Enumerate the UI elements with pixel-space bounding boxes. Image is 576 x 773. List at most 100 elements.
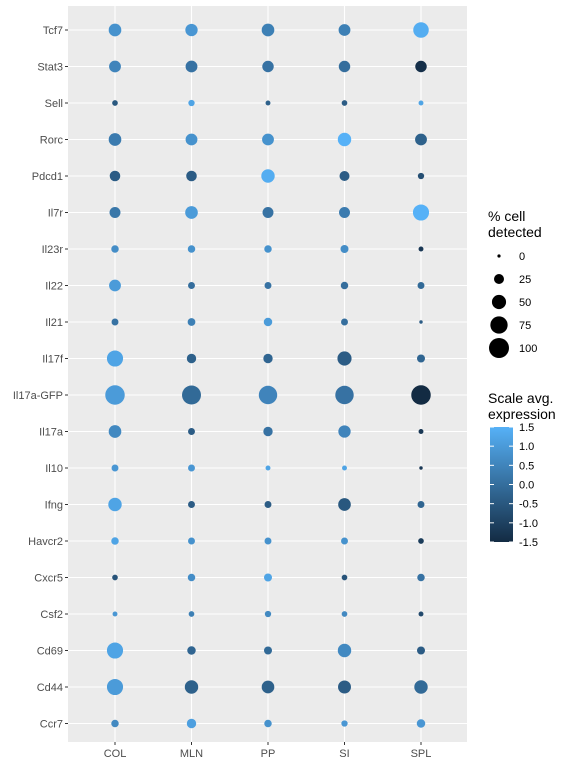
- dot-cd44-spl: [414, 680, 428, 694]
- size-legend-label: 0: [519, 251, 525, 263]
- dot-cd69-si: [337, 643, 352, 658]
- x-axis: COL MLN PP SI SPL: [104, 742, 432, 760]
- dot-tcf7-spl: [413, 22, 429, 38]
- dot-cd44-si: [338, 680, 351, 694]
- y-tick-label: Csf2: [40, 609, 63, 621]
- dot-il17f-spl: [417, 354, 425, 363]
- dot-rorc-col: [108, 133, 122, 146]
- dot-cd44-mln: [184, 680, 199, 694]
- dot-rorc-spl: [415, 133, 427, 146]
- y-tick-label: Tcf7: [43, 25, 63, 37]
- dot-ccr7-mln: [186, 718, 197, 729]
- size-legend-dot: [490, 316, 508, 334]
- dot-il17a-gfp-mln: [182, 385, 201, 405]
- dot-ifng-col: [108, 497, 122, 512]
- dot-tcf7-si: [338, 24, 351, 36]
- dot-havcr2-mln: [188, 537, 195, 545]
- dot-pdcd1-col: [109, 170, 121, 182]
- x-tick-label: SI: [339, 748, 349, 760]
- dot-sell-mln: [188, 99, 195, 107]
- dot-havcr2-pp: [264, 537, 272, 545]
- dot-il23r-col: [111, 245, 119, 253]
- dot-csf2-col: [112, 611, 118, 617]
- size-legend-title-line2: detected: [488, 224, 542, 240]
- dot-csf2-spl: [418, 611, 424, 617]
- x-tick-label: SPL: [411, 748, 432, 760]
- dot-il17a-col: [108, 425, 122, 438]
- dot-il17f-pp: [263, 353, 273, 364]
- dot-stat3-spl: [415, 60, 427, 73]
- dot-stat3-pp: [262, 60, 274, 73]
- dot-rorc-mln: [185, 133, 198, 146]
- colorbar-label: 0.0: [519, 480, 534, 492]
- dot-cxcr5-spl: [417, 573, 425, 582]
- dot-il10-mln: [188, 464, 195, 472]
- y-tick-label: Il10: [45, 463, 63, 475]
- y-tick-label: Ccr7: [40, 719, 63, 731]
- y-tick-label: Cxcr5: [34, 573, 63, 585]
- colorbar-label: -1.5: [519, 537, 538, 549]
- dot-il17f-si: [337, 351, 352, 366]
- y-tick-label: Stat3: [37, 62, 63, 74]
- dot-il22-pp: [264, 282, 272, 289]
- size-legend-dot: [489, 338, 509, 358]
- size-legend-dot: [491, 294, 507, 310]
- dot-il7r-col: [109, 207, 121, 218]
- dot-il10-spl: [419, 466, 423, 470]
- dot-il22-spl: [417, 282, 425, 289]
- dot-il17a-pp: [263, 426, 273, 437]
- colorbar: [490, 427, 513, 542]
- dot-il7r-si: [339, 207, 350, 218]
- colorbar-label: -1.0: [519, 518, 538, 530]
- dot-il23r-si: [340, 245, 349, 253]
- dot-il21-pp: [263, 317, 273, 327]
- size-legend-label: 25: [519, 274, 531, 286]
- dot-il17f-mln: [186, 353, 197, 364]
- dot-cxcr5-pp: [264, 573, 272, 582]
- y-tick-label: Cd44: [37, 682, 63, 694]
- dot-csf2-si: [341, 611, 348, 617]
- dot-il7r-mln: [185, 206, 198, 219]
- x-tick-label: PP: [261, 748, 276, 760]
- colorbar-label: 1.0: [519, 441, 534, 453]
- dot-sell-si: [341, 100, 348, 106]
- dot-tcf7-pp: [261, 23, 275, 37]
- dot-il17f-col: [106, 350, 124, 367]
- dot-il17a-mln: [188, 428, 195, 435]
- dot-il17a-gfp-si: [335, 385, 354, 405]
- dot-il10-si: [342, 465, 347, 471]
- colorbar-label: 0.5: [519, 460, 534, 472]
- colorbar-label: 1.5: [519, 422, 534, 434]
- dot-stat3-mln: [185, 60, 198, 73]
- dot-csf2-mln: [188, 611, 195, 617]
- x-tick-label: MLN: [180, 748, 203, 760]
- x-tick-label: COL: [104, 748, 127, 760]
- data-points: [105, 22, 431, 729]
- dot-il21-mln: [187, 318, 196, 326]
- y-tick-label: Il17a: [39, 427, 64, 439]
- y-tick-label: Il23r: [42, 244, 64, 256]
- dot-il17a-gfp-spl: [411, 385, 431, 405]
- dot-il17a-si: [338, 425, 351, 438]
- dot-stat3-si: [338, 60, 351, 73]
- color-legend: Scale avg. expression 1.5 1.0 0.5 0.0 -0.5 -1…: [488, 390, 556, 549]
- colorbar-label: -0.5: [519, 499, 538, 511]
- dot-il22-col: [109, 279, 121, 292]
- dot-il22-mln: [188, 282, 195, 289]
- dot-cd44-col: [106, 678, 124, 696]
- dot-il17a-gfp-pp: [258, 385, 278, 405]
- dot-sell-pp: [265, 100, 271, 106]
- dot-ifng-spl: [417, 501, 425, 508]
- dot-il23r-mln: [187, 245, 196, 253]
- dot-cxcr5-col: [112, 574, 118, 581]
- dot-il10-pp: [265, 465, 271, 471]
- dot-ccr7-pp: [264, 719, 272, 728]
- dot-ccr7-spl: [416, 719, 426, 728]
- size-legend-items: 0 25 50 75 100: [489, 251, 537, 358]
- dot-il21-si: [341, 318, 348, 326]
- color-legend-title-line2: expression: [488, 406, 556, 422]
- dot-il17a-gfp-col: [105, 385, 125, 405]
- dot-havcr2-col: [111, 537, 119, 545]
